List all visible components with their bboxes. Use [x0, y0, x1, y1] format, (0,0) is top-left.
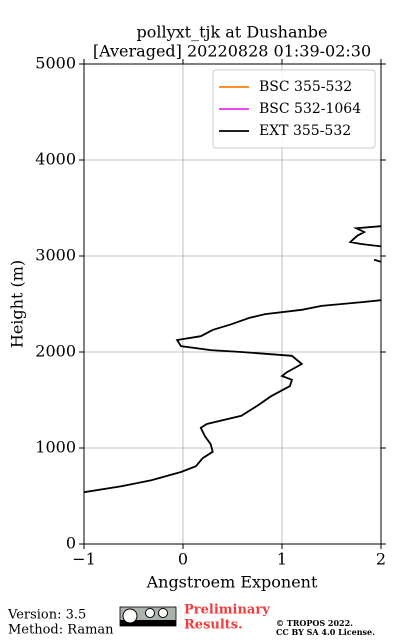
- y-tick-label: 1000: [35, 438, 76, 457]
- legend-label: EXT 355-532: [259, 123, 351, 139]
- y-tick-label: 4000: [35, 150, 76, 169]
- version: Version: 3.5: [7, 608, 86, 623]
- chart-subtitle: [Averaged] 20220828 01:39-02:30: [93, 42, 371, 61]
- y-tick-label: 0: [66, 534, 76, 553]
- profile-line: [84, 225, 381, 494]
- x-tick-label: 0: [178, 550, 188, 569]
- y-tick-label: 3000: [35, 246, 76, 265]
- x-tick-label: 2: [376, 550, 386, 569]
- x-axis-label: Angstroem Exponent: [146, 573, 318, 592]
- status: Preliminary: [184, 603, 270, 618]
- copyright: CC BY SA 4.0 License.: [276, 627, 375, 637]
- y-axis-label: Height (m): [8, 260, 27, 348]
- method: Method: Raman: [8, 623, 114, 638]
- status: Results.: [184, 618, 243, 633]
- plot-frame: [83, 63, 382, 545]
- legend-box: [212, 69, 376, 149]
- cc-badge: [119, 606, 177, 627]
- legend-label: BSC 355-532: [259, 79, 352, 95]
- legend-label: BSC 532-1064: [259, 101, 361, 117]
- y-tick-label: 2000: [35, 342, 76, 361]
- chart-title: pollyxt_tjk at Dushanbe: [136, 23, 327, 42]
- x-tick-label: 1: [277, 550, 287, 569]
- copyright: © TROPOS 2022.: [276, 618, 353, 628]
- x-tick-label: −1: [72, 550, 96, 569]
- y-tick-label: 5000: [35, 54, 76, 73]
